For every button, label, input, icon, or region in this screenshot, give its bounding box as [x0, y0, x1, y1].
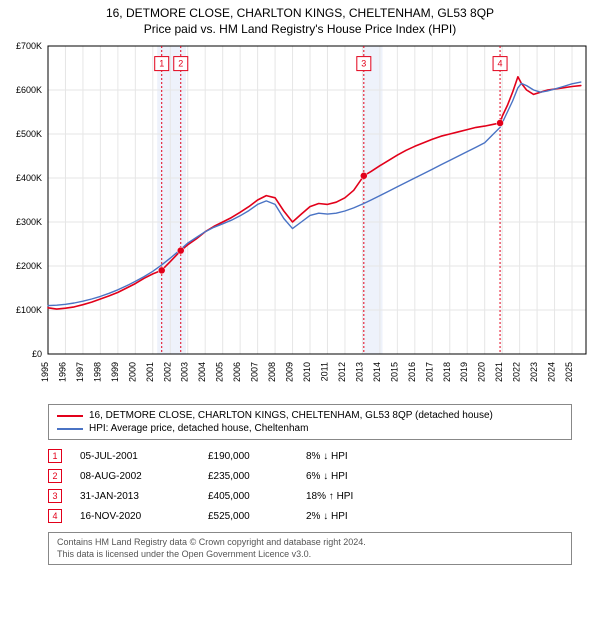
- legend: 16, DETMORE CLOSE, CHARLTON KINGS, CHELT…: [48, 404, 572, 440]
- svg-text:2000: 2000: [127, 362, 137, 382]
- svg-text:£500K: £500K: [16, 129, 42, 139]
- svg-text:2013: 2013: [354, 362, 364, 382]
- svg-text:2020: 2020: [477, 362, 487, 382]
- svg-text:2023: 2023: [529, 362, 539, 382]
- svg-text:2017: 2017: [424, 362, 434, 382]
- transaction-badge: 4: [48, 509, 62, 523]
- chart-title-address: 16, DETMORE CLOSE, CHARLTON KINGS, CHELT…: [8, 6, 592, 20]
- svg-text:4: 4: [498, 59, 503, 69]
- transaction-diff: 8% ↓ HPI: [306, 451, 396, 462]
- chart-title-subtitle: Price paid vs. HM Land Registry's House …: [8, 20, 592, 36]
- transaction-row: 1 05-JUL-2001 £190,000 8% ↓ HPI: [48, 446, 572, 466]
- svg-text:£700K: £700K: [16, 41, 42, 51]
- svg-text:2012: 2012: [337, 362, 347, 382]
- footer-line-2: This data is licensed under the Open Gov…: [57, 549, 563, 561]
- transaction-diff: 6% ↓ HPI: [306, 471, 396, 482]
- transaction-date: 05-JUL-2001: [80, 451, 190, 462]
- transaction-diff: 18% ↑ HPI: [306, 491, 396, 502]
- svg-text:2021: 2021: [494, 362, 504, 382]
- svg-text:2005: 2005: [215, 362, 225, 382]
- transaction-row: 3 31-JAN-2013 £405,000 18% ↑ HPI: [48, 486, 572, 506]
- svg-text:2007: 2007: [250, 362, 260, 382]
- legend-row: 16, DETMORE CLOSE, CHARLTON KINGS, CHELT…: [57, 409, 563, 422]
- svg-text:2002: 2002: [162, 362, 172, 382]
- svg-text:2001: 2001: [145, 362, 155, 382]
- transactions-table: 1 05-JUL-2001 £190,000 8% ↓ HPI 2 08-AUG-2002…: [48, 446, 572, 526]
- transaction-price: £405,000: [208, 491, 288, 502]
- legend-row: HPI: Average price, detached house, Chel…: [57, 422, 563, 435]
- svg-text:2008: 2008: [267, 362, 277, 382]
- svg-text:2003: 2003: [180, 362, 190, 382]
- svg-text:2014: 2014: [372, 362, 382, 382]
- transaction-badge: 2: [48, 469, 62, 483]
- transaction-date: 08-AUG-2002: [80, 471, 190, 482]
- chart-titles: 16, DETMORE CLOSE, CHARLTON KINGS, CHELT…: [0, 0, 600, 38]
- svg-text:2: 2: [178, 59, 183, 69]
- svg-text:1998: 1998: [92, 362, 102, 382]
- svg-text:2011: 2011: [319, 362, 329, 381]
- transaction-badge: 3: [48, 489, 62, 503]
- svg-text:2009: 2009: [285, 362, 295, 382]
- footer-line-1: Contains HM Land Registry data © Crown c…: [57, 537, 563, 549]
- svg-text:£200K: £200K: [16, 261, 42, 271]
- transaction-price: £235,000: [208, 471, 288, 482]
- svg-text:2004: 2004: [197, 362, 207, 382]
- transaction-row: 2 08-AUG-2002 £235,000 6% ↓ HPI: [48, 466, 572, 486]
- svg-text:2019: 2019: [459, 362, 469, 382]
- svg-text:3: 3: [361, 59, 366, 69]
- svg-text:2024: 2024: [547, 362, 557, 382]
- svg-text:2022: 2022: [512, 362, 522, 382]
- svg-text:1995: 1995: [40, 362, 50, 382]
- svg-text:£300K: £300K: [16, 217, 42, 227]
- svg-text:£600K: £600K: [16, 85, 42, 95]
- svg-text:2006: 2006: [232, 362, 242, 382]
- svg-text:1997: 1997: [75, 362, 85, 382]
- transaction-price: £190,000: [208, 451, 288, 462]
- line-chart-svg: £0 £100K £200K £300K £400K £500K £600K £700K 199…: [0, 38, 600, 398]
- svg-text:2016: 2016: [407, 362, 417, 382]
- svg-text:2010: 2010: [302, 362, 312, 382]
- transaction-row: 4 16-NOV-2020 £525,000 2% ↓ HPI: [48, 506, 572, 526]
- svg-text:2025: 2025: [564, 362, 574, 382]
- svg-text:2015: 2015: [389, 362, 399, 382]
- chart-plot: £0 £100K £200K £300K £400K £500K £600K £700K 199…: [0, 38, 600, 398]
- svg-text:2018: 2018: [442, 362, 452, 382]
- svg-text:1: 1: [159, 59, 164, 69]
- svg-text:£0: £0: [32, 349, 42, 359]
- legend-label: 16, DETMORE CLOSE, CHARLTON KINGS, CHELT…: [89, 410, 493, 421]
- svg-text:1999: 1999: [110, 362, 120, 382]
- svg-text:£100K: £100K: [16, 305, 42, 315]
- transaction-date: 16-NOV-2020: [80, 511, 190, 522]
- svg-text:£400K: £400K: [16, 173, 42, 183]
- footer-licence: Contains HM Land Registry data © Crown c…: [48, 532, 572, 565]
- legend-swatch: [57, 415, 83, 417]
- transaction-badge: 1: [48, 449, 62, 463]
- legend-swatch: [57, 428, 83, 430]
- transaction-diff: 2% ↓ HPI: [306, 511, 396, 522]
- transaction-date: 31-JAN-2013: [80, 491, 190, 502]
- transaction-price: £525,000: [208, 511, 288, 522]
- chart-container: { "title_line1": "16, DETMORE CLOSE, CHA…: [0, 0, 600, 565]
- svg-text:1996: 1996: [57, 362, 67, 382]
- legend-label: HPI: Average price, detached house, Chel…: [89, 423, 308, 434]
